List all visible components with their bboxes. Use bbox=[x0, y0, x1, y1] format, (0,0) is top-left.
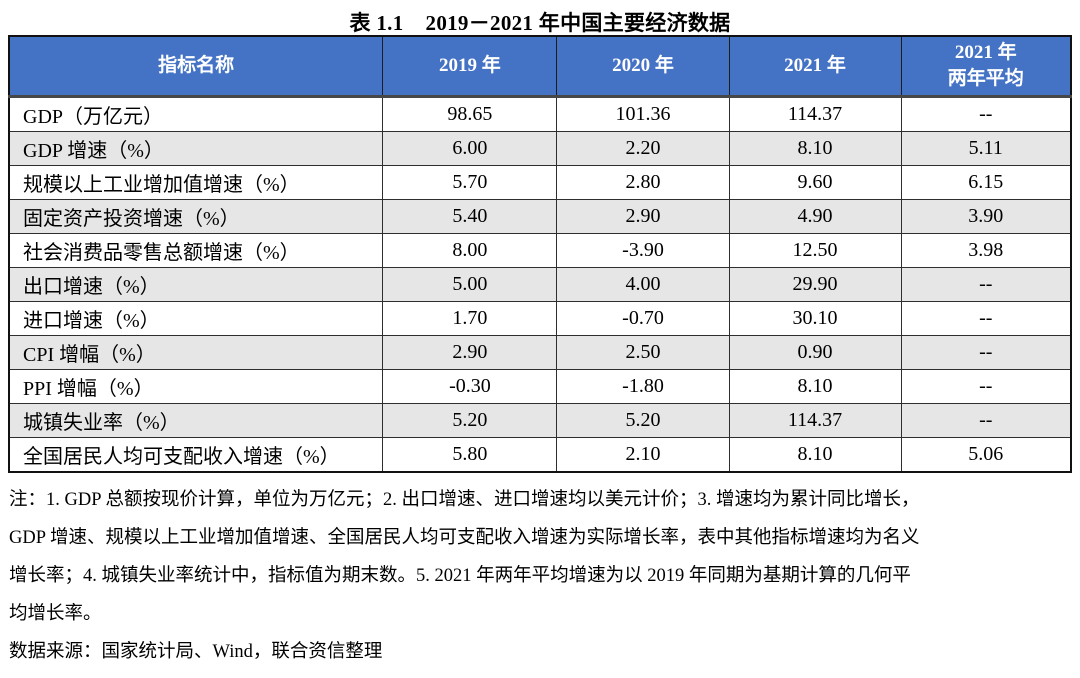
value-cell: 4.90 bbox=[728, 199, 902, 234]
value-cell: 12.50 bbox=[728, 233, 902, 268]
value-cell: 2.80 bbox=[556, 165, 730, 200]
note-line: 增长率；4. 城镇失业率统计中，指标值为期末数。5. 2021 年两年平均增速为… bbox=[9, 566, 911, 586]
table-row: 进口增速（%） 1.70 -0.70 30.10 -- bbox=[8, 301, 1072, 336]
value-cell: 8.00 bbox=[382, 233, 558, 268]
value-cell: 2.50 bbox=[556, 335, 730, 370]
column-header-2020: 2020 年 bbox=[556, 35, 730, 98]
column-header-2019: 2019 年 bbox=[382, 35, 558, 98]
value-cell: 3.98 bbox=[900, 233, 1072, 268]
value-cell: -- bbox=[900, 267, 1072, 302]
economic-data-table-wrap: 指标名称 2019 年 2020 年 2021 年 2021 年 两年平均 GD… bbox=[8, 35, 1072, 473]
indicator-name: 出口增速（%） bbox=[8, 267, 384, 302]
value-cell: 98.65 bbox=[382, 96, 558, 132]
indicator-name: GDP（万亿元） bbox=[8, 96, 384, 132]
note-line: GDP 增速、规模以上工业增加值增速、全国居民人均可支配收入增速为实际增长率，表… bbox=[9, 528, 920, 548]
value-cell: 3.90 bbox=[900, 199, 1072, 234]
value-cell: -0.70 bbox=[556, 301, 730, 336]
column-header-indicator: 指标名称 bbox=[8, 35, 384, 98]
value-cell: 30.10 bbox=[728, 301, 902, 336]
value-cell: 29.90 bbox=[728, 267, 902, 302]
value-cell: 5.80 bbox=[382, 437, 558, 473]
note-line: 注：1. GDP 总额按现价计算，单位为万亿元；2. 出口增速、进口增速均以美元… bbox=[9, 490, 920, 510]
table-row: 出口增速（%） 5.00 4.00 29.90 -- bbox=[8, 267, 1072, 302]
value-cell: 5.06 bbox=[900, 437, 1072, 473]
value-cell: -3.90 bbox=[556, 233, 730, 268]
column-header-2021-two-year-avg: 2021 年 两年平均 bbox=[900, 35, 1072, 98]
indicator-name: PPI 增幅（%） bbox=[8, 369, 384, 404]
value-cell: 5.00 bbox=[382, 267, 558, 302]
note-line: 均增长率。 bbox=[9, 604, 102, 624]
table-number: 表 1.1 bbox=[349, 11, 404, 35]
value-cell: 2.90 bbox=[382, 335, 558, 370]
value-cell: 114.37 bbox=[728, 403, 902, 438]
value-cell: 5.70 bbox=[382, 165, 558, 200]
indicator-name: 社会消费品零售总额增速（%） bbox=[8, 233, 384, 268]
column-header-2021: 2021 年 bbox=[728, 35, 902, 98]
value-cell: -- bbox=[900, 96, 1072, 132]
table-row: 城镇失业率（%） 5.20 5.20 114.37 -- bbox=[8, 403, 1072, 438]
value-cell: 4.00 bbox=[556, 267, 730, 302]
value-cell: 8.10 bbox=[728, 131, 902, 166]
value-cell: -1.80 bbox=[556, 369, 730, 404]
value-cell: 2.20 bbox=[556, 131, 730, 166]
value-cell: 5.20 bbox=[382, 403, 558, 438]
value-cell: -- bbox=[900, 403, 1072, 438]
table-row: 社会消费品零售总额增速（%） 8.00 -3.90 12.50 3.98 bbox=[8, 233, 1072, 268]
indicator-name: 规模以上工业增加值增速（%） bbox=[8, 165, 384, 200]
value-cell: 2.90 bbox=[556, 199, 730, 234]
value-cell: 8.10 bbox=[728, 437, 902, 473]
page-title: 表 1.1 2019－2021 年中国主要经济数据 bbox=[0, 0, 1080, 35]
indicator-name: 固定资产投资增速（%） bbox=[8, 199, 384, 234]
value-cell: 1.70 bbox=[382, 301, 558, 336]
economic-data-table: 指标名称 2019 年 2020 年 2021 年 2021 年 两年平均 GD… bbox=[8, 35, 1072, 473]
value-cell: -- bbox=[900, 335, 1072, 370]
table-row: GDP 增速（%） 6.00 2.20 8.10 5.11 bbox=[8, 131, 1072, 166]
indicator-name: 进口增速（%） bbox=[8, 301, 384, 336]
value-cell: -- bbox=[900, 369, 1072, 404]
value-cell: 5.20 bbox=[556, 403, 730, 438]
value-cell: 6.00 bbox=[382, 131, 558, 166]
table-row: GDP（万亿元） 98.65 101.36 114.37 -- bbox=[8, 96, 1072, 132]
value-cell: -0.30 bbox=[382, 369, 558, 404]
indicator-name: 全国居民人均可支配收入增速（%） bbox=[8, 437, 384, 473]
table-row: 全国居民人均可支配收入增速（%） 5.80 2.10 8.10 5.06 bbox=[8, 437, 1072, 473]
table-row: 规模以上工业增加值增速（%） 5.70 2.80 9.60 6.15 bbox=[8, 165, 1072, 200]
table-notes: 注：1. GDP 总额按现价计算，单位为万亿元；2. 出口增速、进口增速均以美元… bbox=[9, 481, 1070, 633]
indicator-name: CPI 增幅（%） bbox=[8, 335, 384, 370]
value-cell: -- bbox=[900, 301, 1072, 336]
value-cell: 5.11 bbox=[900, 131, 1072, 166]
value-cell: 6.15 bbox=[900, 165, 1072, 200]
value-cell: 101.36 bbox=[556, 96, 730, 132]
value-cell: 2.10 bbox=[556, 437, 730, 473]
table-row: CPI 增幅（%） 2.90 2.50 0.90 -- bbox=[8, 335, 1072, 370]
header-row: 指标名称 2019 年 2020 年 2021 年 2021 年 两年平均 bbox=[8, 35, 1072, 98]
table-row: PPI 增幅（%） -0.30 -1.80 8.10 -- bbox=[8, 369, 1072, 404]
value-cell: 114.37 bbox=[728, 96, 902, 132]
value-cell: 5.40 bbox=[382, 199, 558, 234]
value-cell: 9.60 bbox=[728, 165, 902, 200]
table-title-text: 2019－2021 年中国主要经济数据 bbox=[425, 11, 731, 35]
indicator-name: 城镇失业率（%） bbox=[8, 403, 384, 438]
table-row: 固定资产投资增速（%） 5.40 2.90 4.90 3.90 bbox=[8, 199, 1072, 234]
value-cell: 0.90 bbox=[728, 335, 902, 370]
value-cell: 8.10 bbox=[728, 369, 902, 404]
indicator-name: GDP 增速（%） bbox=[8, 131, 384, 166]
data-source: 数据来源：国家统计局、Wind，联合资信整理 bbox=[9, 642, 383, 662]
